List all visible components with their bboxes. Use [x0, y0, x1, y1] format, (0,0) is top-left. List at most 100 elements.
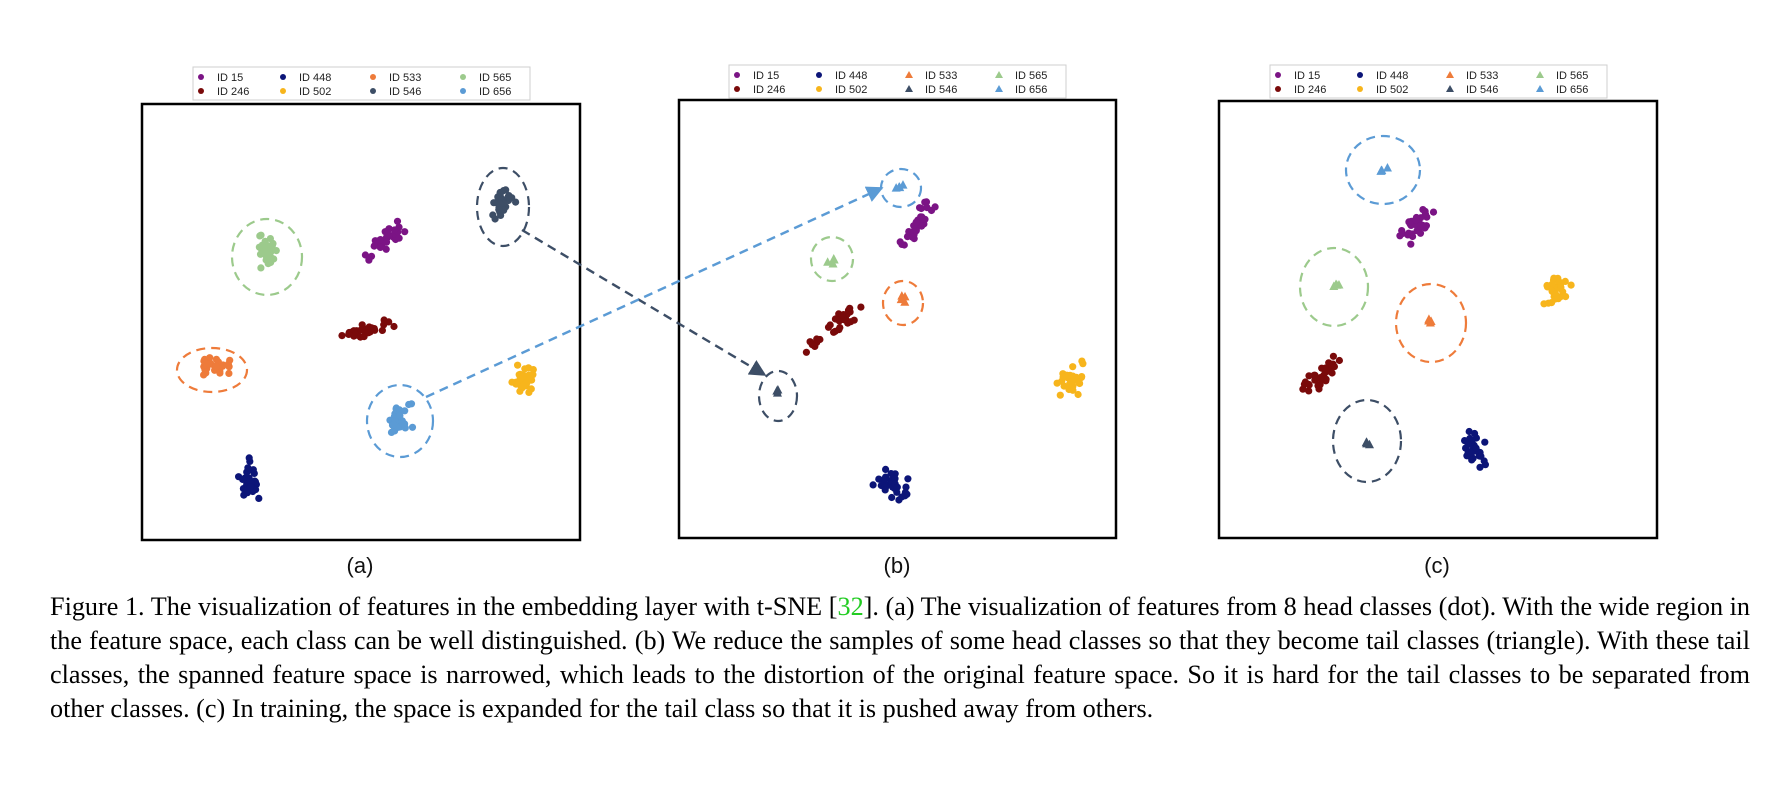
legend-marker-546 [370, 88, 376, 94]
panel-b-point-246 [838, 311, 846, 319]
panel-a-point-502 [514, 361, 522, 369]
panel-b-point-502 [1053, 379, 1061, 387]
legend-label-656: ID 656 [1556, 84, 1588, 96]
panel-b-ring-546 [757, 369, 799, 423]
panel-c-point-15 [1406, 220, 1414, 228]
legend-label-533: ID 533 [925, 70, 957, 82]
panel-a-point-246 [365, 323, 373, 331]
panel-b-point-15 [900, 241, 908, 249]
legend-marker-502 [816, 86, 822, 92]
panel-a-point-15 [382, 245, 390, 253]
panel-b-point-246 [846, 304, 854, 312]
panel-c-legend-box [1269, 64, 1608, 99]
panel-a-point-15 [390, 226, 399, 234]
panel-c-point-15 [1407, 240, 1415, 248]
legend-label-448: ID 448 [1376, 70, 1408, 82]
panel-c-frame [1217, 99, 1659, 540]
panel-b-point-448 [893, 483, 901, 491]
panel-a-point-565 [257, 264, 265, 272]
legend-marker-565 [995, 71, 1003, 78]
panel-a-legend-box [192, 66, 531, 101]
panel-b-point-502 [1074, 390, 1082, 399]
legend-label-533: ID 533 [389, 72, 421, 84]
panel-c-point-502 [1543, 281, 1551, 290]
panel-b-legend-box [728, 64, 1067, 99]
legend-label-656: ID 656 [1015, 84, 1047, 96]
legend-label-15: ID 15 [753, 70, 779, 82]
panel-c-point-246 [1329, 352, 1337, 360]
panel-a-point-533 [225, 369, 233, 377]
legend-label-246: ID 246 [753, 84, 785, 96]
panel-a-point-656 [408, 423, 417, 431]
panel-c-point-15 [1429, 208, 1438, 216]
panel-c-point-448 [1477, 452, 1485, 460]
citation-link[interactable]: 32 [837, 592, 864, 621]
panel-a-point-565 [256, 232, 264, 240]
legend-marker-448 [816, 72, 822, 78]
panel-a-point-15 [401, 228, 409, 236]
legend-label-246: ID 246 [217, 86, 249, 98]
panel-b-point-546 [772, 388, 782, 397]
panel-c-point-246 [1305, 372, 1313, 380]
panel-c-point-502 [1550, 274, 1558, 282]
panel-c-point-15 [1408, 230, 1416, 238]
legend-label-546: ID 546 [925, 84, 957, 96]
legend-marker-15 [198, 74, 204, 80]
legend-marker-246 [734, 86, 740, 92]
panel-c-point-502 [1561, 277, 1569, 285]
panel-b-point-246 [811, 342, 819, 350]
legend-marker-246 [198, 88, 204, 94]
legend-marker-533 [370, 74, 376, 80]
panel-a-point-15 [393, 217, 402, 225]
panel-b-point-502 [1078, 357, 1086, 365]
legend-marker-565 [1536, 71, 1544, 78]
panel-b-point-246 [830, 328, 838, 336]
panel-b-point-533 [897, 291, 907, 300]
caption-text-end: ]. (a) The visualization of features fro… [50, 592, 1751, 723]
panel-c-point-15 [1417, 222, 1425, 230]
panel-a-point-448 [246, 483, 255, 491]
panel-b-point-246 [802, 348, 811, 356]
panel-a-point-15 [384, 227, 392, 235]
panel-b-point-448 [902, 483, 910, 491]
panel-a-point-565 [261, 237, 269, 245]
panel-b-point-448 [891, 475, 899, 483]
legend-label-656: ID 656 [479, 86, 511, 98]
panel-c-point-533 [1426, 316, 1436, 326]
panel-a-point-246 [345, 330, 353, 338]
panel-a-point-546 [504, 193, 512, 201]
figure-caption: Figure 1. The visualization of features … [50, 590, 1750, 726]
panel-c-point-448 [1476, 463, 1484, 471]
panel-a-point-656 [396, 411, 404, 420]
panel-b-point-448 [904, 475, 912, 483]
panel-a-label: (a) [347, 553, 374, 578]
panel-a-point-656 [405, 400, 413, 409]
panel-a-point-448 [244, 464, 252, 472]
panel-b-point-15 [912, 227, 920, 235]
legend-label-15: ID 15 [217, 72, 243, 84]
panel-a-point-656 [399, 420, 407, 428]
panel-a-point-546 [491, 215, 499, 223]
legend-marker-533 [905, 71, 913, 78]
panel-c-point-246 [1317, 373, 1325, 382]
panel-b-point-448 [882, 465, 890, 473]
panel-b-label: (b) [884, 553, 911, 578]
legend-label-502: ID 502 [1376, 84, 1408, 96]
panel-c-ring-546 [1331, 398, 1403, 484]
panel-a-point-448 [255, 494, 263, 502]
panel-c-ring-533 [1394, 282, 1468, 364]
panel-a-point-546 [502, 186, 510, 194]
panel-c-point-15 [1421, 210, 1429, 218]
panel-a-point-448 [245, 454, 253, 462]
panel-c-point-246 [1335, 356, 1343, 365]
panel-b-point-246 [816, 335, 824, 344]
panel-b-point-448 [875, 475, 883, 483]
panel-c-point-246 [1325, 359, 1333, 367]
legend-label-546: ID 546 [1466, 84, 1498, 96]
panel-c-point-502 [1567, 281, 1575, 289]
panel-a-point-246 [361, 328, 369, 336]
panel-b-point-448 [888, 493, 896, 502]
panel-a-point-448 [250, 469, 258, 477]
panel-a-point-533 [205, 360, 213, 368]
panel-b-point-15 [922, 198, 931, 206]
